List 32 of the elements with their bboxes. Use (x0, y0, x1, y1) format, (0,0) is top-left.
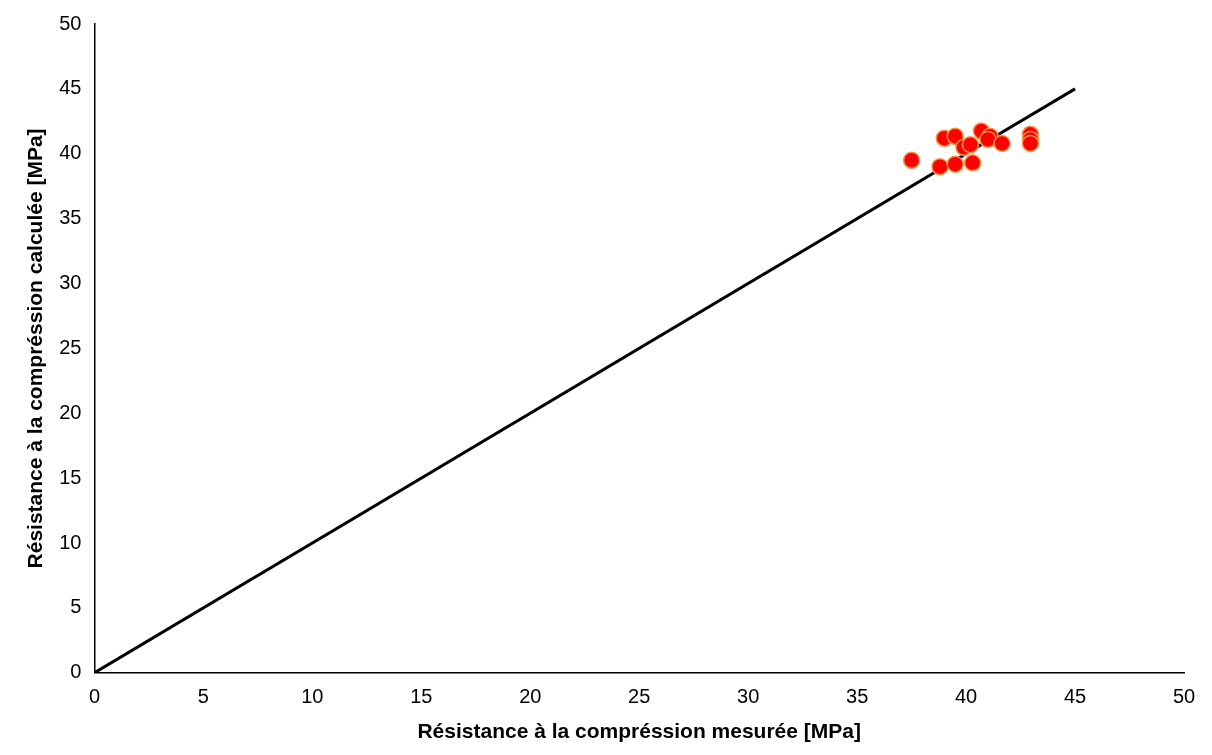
x-tick-label: 15 (410, 685, 433, 708)
y-tick-label: 50 (59, 11, 82, 34)
x-tick-label: 50 (1172, 685, 1196, 708)
y-tick-label: 5 (70, 595, 82, 618)
y-tick-label: 30 (59, 271, 82, 294)
point (993, 134, 1011, 153)
x-tick-label: 25 (628, 685, 651, 708)
x-tick-label: 30 (737, 685, 760, 708)
y-tick-label: 20 (59, 400, 82, 423)
x-tick-label: 10 (301, 685, 324, 708)
y-tick-label: 35 (59, 206, 82, 229)
x-tick-label: 40 (954, 685, 978, 708)
y-tick-label: 15 (59, 465, 82, 488)
point (963, 154, 982, 172)
x-tick-label: 5 (197, 685, 209, 708)
point (946, 155, 964, 173)
x-tick-label: 45 (1063, 685, 1087, 708)
y-axis-title: Résistance à la compréssion calculée [MPa] (23, 128, 47, 569)
y-tick-label: 0 (70, 660, 82, 683)
y-tick-label: 25 (59, 335, 82, 358)
point (961, 135, 980, 154)
point (1021, 134, 1040, 153)
x-tick-label: 35 (846, 685, 869, 708)
y-tick-label: 10 (59, 530, 82, 553)
point (979, 130, 997, 149)
y-tick-label: 40 (59, 141, 82, 164)
x-tick-label: 0 (88, 685, 101, 708)
point (902, 151, 921, 169)
point (931, 157, 949, 176)
x-tick-label: 20 (519, 685, 542, 708)
y-tick-label: 45 (59, 76, 82, 99)
x-axis-title: Résistance à la compréssion mesurée [MPa] (417, 719, 861, 743)
